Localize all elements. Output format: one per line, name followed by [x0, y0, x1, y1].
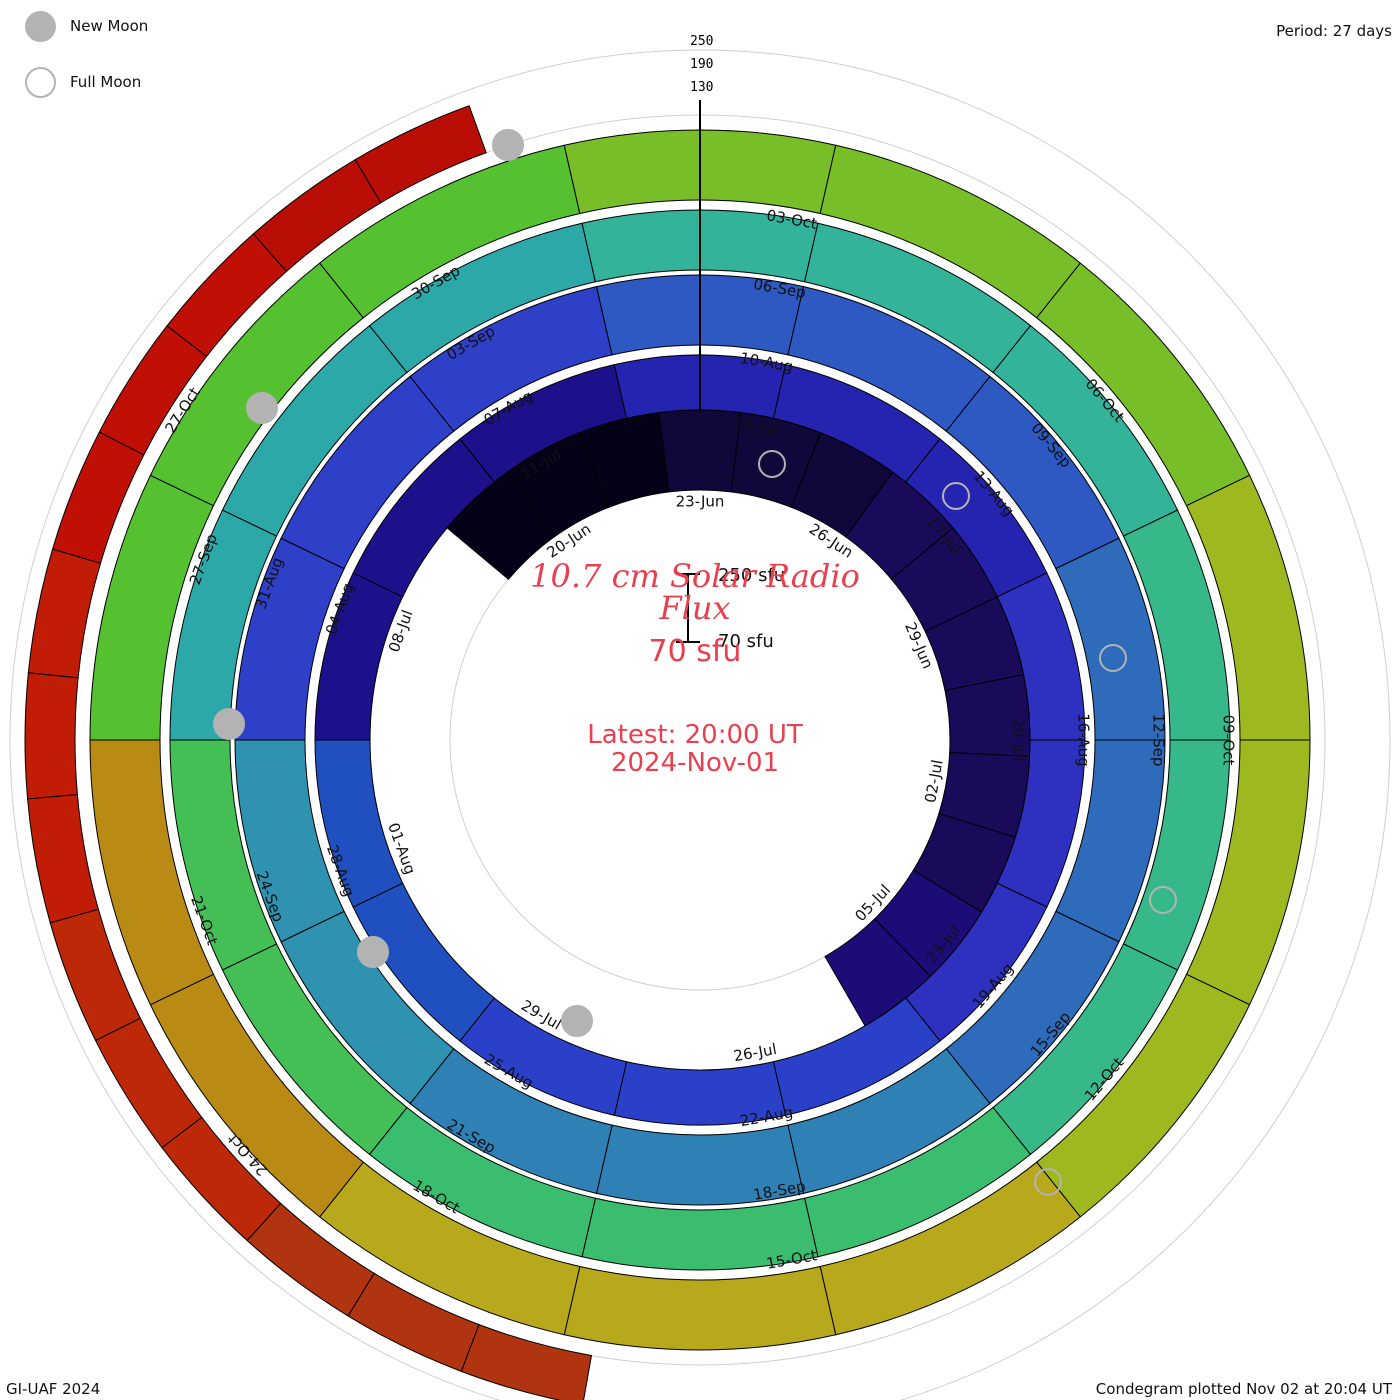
sfu-scale-bar-icon [676, 573, 700, 643]
sfu-scale-bar: 250 sfu 70 sfu [670, 565, 810, 655]
guide-circle [9, 49, 1391, 1400]
latest-date: 2024-Nov-01 [610, 748, 780, 778]
sfu-scale-top: 250 sfu [718, 565, 786, 586]
ring-5-segment [563, 1265, 837, 1351]
new-moon-icon [25, 10, 56, 42]
period-label: Period: 27 days [1276, 22, 1392, 40]
full-moon-marker [1034, 1168, 1062, 1196]
credit-label: GI-UAF 2024 [6, 1380, 101, 1398]
legend-full-moon-label: Full Moon [70, 73, 142, 91]
full-moon-icon [25, 66, 56, 98]
date-label: 23-Jun [676, 493, 725, 511]
scale-tick-250: 250 [690, 34, 714, 49]
full-moon-marker [942, 482, 970, 510]
ring-6-segment [27, 548, 102, 679]
date-label: 16-Aug [1075, 713, 1093, 766]
plotted-label: Condegram plotted Nov 02 at 20:04 UT [1095, 1380, 1392, 1398]
new-moon-marker [213, 708, 245, 740]
scale-tick-130: 130 [690, 80, 714, 95]
ring-6-segment [27, 793, 99, 924]
ring-2-segment [314, 739, 404, 908]
ring-6-segment [24, 672, 79, 800]
chart-title: 10.7 cm Solar Radio Flux [530, 557, 860, 627]
date-label: 26-Jul [732, 1040, 778, 1065]
latest-time: Latest: 20:00 UT [587, 720, 803, 750]
center-title-block: 10.7 cm Solar Radio Flux 70 sfu Latest: … [490, 560, 900, 777]
center-value: 70 sfu [648, 634, 742, 669]
ring-1-segment [658, 409, 742, 493]
legend-new-moon-label: New Moon [70, 17, 149, 35]
ring-3-segment [234, 739, 345, 943]
full-moon-marker [1149, 886, 1177, 914]
sfu-scale-bottom: 70 sfu [718, 631, 774, 652]
legend-full-moon: Full Moon [25, 66, 148, 98]
legend: New Moon Full Moon [25, 10, 148, 122]
legend-new-moon: New Moon [25, 10, 148, 42]
new-moon-marker [492, 129, 524, 161]
ring-5-segment [89, 739, 215, 1006]
scale-tick-190: 190 [690, 57, 714, 72]
full-moon-marker [758, 450, 786, 478]
date-label: 02-Jul [921, 758, 946, 804]
date-label: 20-Jul [1010, 718, 1028, 761]
ring-6-segment [354, 105, 487, 204]
ring-4-segment [169, 739, 278, 971]
new-moon-marker [357, 936, 389, 968]
radial-scale-ticks: 250 190 130 [690, 34, 740, 103]
full-moon-marker [1099, 644, 1127, 672]
new-moon-marker [561, 1005, 593, 1037]
date-label: 09-Oct [1220, 715, 1238, 766]
date-label: 12-Sep [1150, 714, 1168, 767]
new-moon-marker [246, 392, 278, 424]
